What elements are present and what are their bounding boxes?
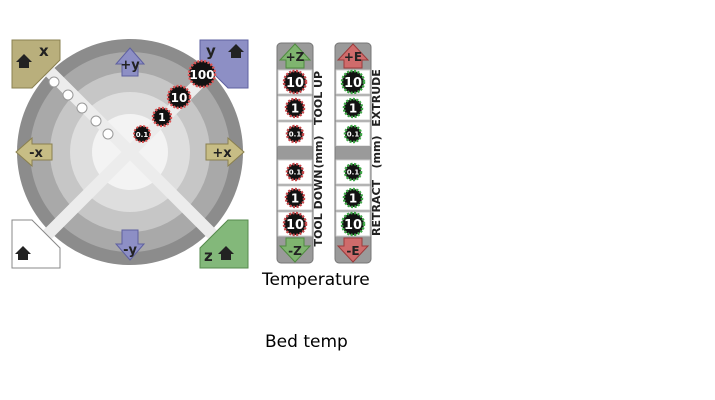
step-01-badge[interactable]: 0.1 (133, 125, 151, 143)
e-step-badge (342, 97, 364, 119)
bed-temp-section-title: Bed temp (265, 332, 348, 352)
home-icon (15, 246, 31, 260)
step-100-label: 100 (189, 68, 214, 82)
e-step-label: 1 (349, 192, 357, 206)
e-step-label: 10 (344, 76, 362, 91)
z-step-badge (284, 97, 306, 119)
z-side-top-label: TOOL UP (312, 71, 325, 125)
e-step-label: 10 (344, 218, 362, 233)
z-step-badge (285, 162, 305, 182)
z-step-badge (282, 69, 308, 95)
plus-x-label: +x (212, 146, 232, 161)
z-divider (278, 146, 312, 158)
z-up-step-0[interactable]: 10 (277, 69, 313, 95)
step-1-badge[interactable]: 1 (151, 106, 173, 128)
z-step-label: 0.1 (289, 169, 302, 177)
arrow-right-icon (205, 136, 245, 168)
home-icon (218, 246, 234, 260)
minus-y-label: -y (123, 243, 137, 258)
arrow-up-icon (336, 43, 370, 69)
arrow-left-icon (15, 136, 53, 168)
home-all-button[interactable] (11, 219, 61, 269)
z-up-button[interactable]: +Z (278, 43, 312, 69)
z-down-step-1[interactable]: 1 (277, 185, 313, 211)
xy-jog-pad: x y z +y -y -x +x 100 10 1 (11, 39, 249, 269)
step-100-badge[interactable]: 100 (187, 59, 217, 89)
minus-x-button[interactable]: -x (15, 136, 53, 168)
home-z-label: z (204, 247, 213, 265)
z-down-button[interactable]: -Z (278, 237, 312, 263)
plus-x-button[interactable]: +x (205, 136, 245, 168)
z-step-label: 10 (286, 218, 304, 233)
e-down-button[interactable]: -E (336, 237, 370, 263)
z-down-step-2[interactable]: 10 (277, 211, 313, 237)
e-side-top-label: EXTRUDE (370, 69, 383, 127)
arrow-down-icon (278, 237, 312, 263)
e-step-label: 0.1 (347, 169, 360, 177)
home-x-button[interactable]: x (11, 39, 61, 89)
e-down-label: -E (346, 244, 359, 258)
home-icon (228, 44, 244, 58)
e-up-step-2[interactable]: 0.1 (335, 121, 371, 147)
temperature-section-title: Temperature (262, 270, 370, 290)
minus-x-label: -x (29, 146, 43, 161)
step-01-label: 0.1 (136, 131, 149, 139)
z-step-label: 10 (286, 76, 304, 91)
e-step-badge (340, 211, 366, 237)
plus-y-button[interactable]: +y (114, 47, 146, 77)
z-down-label: -Z (288, 244, 302, 258)
plus-y-label: +y (120, 58, 140, 73)
e-up-step-1[interactable]: 1 (335, 95, 371, 121)
band-dots (48, 76, 114, 140)
e-down-step-1[interactable]: 1 (335, 185, 371, 211)
home-icon (16, 54, 32, 68)
e-step-badge (343, 162, 363, 182)
e-step-badge (343, 124, 363, 144)
e-step-label: 1 (349, 102, 357, 116)
z-step-badge (285, 124, 305, 144)
z-step-label: 1 (291, 192, 299, 206)
z-jog-panel: +Z -Z 10 1 0.1 0.1 1 10 TOOL UP TOOL DOWN (mm… (276, 42, 325, 264)
arrow-down-icon (114, 229, 146, 261)
e-side-bottom-label: RETRACT (370, 179, 383, 236)
z-step-label: 0.1 (289, 131, 302, 139)
e-unit-label: (mm) (370, 136, 383, 169)
step-10-badge[interactable]: 10 (166, 84, 192, 110)
z-step-badge (282, 211, 308, 237)
home-y-label: y (206, 42, 216, 60)
arrow-up-icon (114, 47, 146, 77)
arrow-up-icon (278, 43, 312, 69)
e-down-step-0[interactable]: 0.1 (335, 159, 371, 185)
z-unit-label: (mm) (312, 136, 325, 169)
e-up-button[interactable]: +E (336, 43, 370, 69)
home-z-button[interactable]: z (199, 219, 249, 269)
z-step-badge (284, 187, 306, 209)
e-step-label: 0.1 (347, 131, 360, 139)
z-step-label: 1 (291, 102, 299, 116)
minus-y-button[interactable]: -y (114, 229, 146, 261)
e-divider (336, 146, 370, 158)
step-10-label: 10 (171, 91, 188, 105)
e-up-label: +E (344, 50, 362, 64)
e-step-badge (342, 187, 364, 209)
z-side-bottom-label: TOOL DOWN (312, 170, 325, 247)
step-1-label: 1 (158, 111, 166, 124)
arrow-down-icon (336, 237, 370, 263)
e-down-step-2[interactable]: 10 (335, 211, 371, 237)
e-step-badge (340, 69, 366, 95)
home-x-label: x (39, 42, 49, 60)
z-up-step-1[interactable]: 1 (277, 95, 313, 121)
e-up-step-0[interactable]: 10 (335, 69, 371, 95)
z-up-label: +Z (286, 50, 305, 64)
z-up-step-2[interactable]: 0.1 (277, 121, 313, 147)
z-down-step-0[interactable]: 0.1 (277, 159, 313, 185)
e-jog-panel: +E -E 10 1 0.1 0.1 1 10 EXTRUDE RETRACT (mm) (334, 42, 383, 264)
